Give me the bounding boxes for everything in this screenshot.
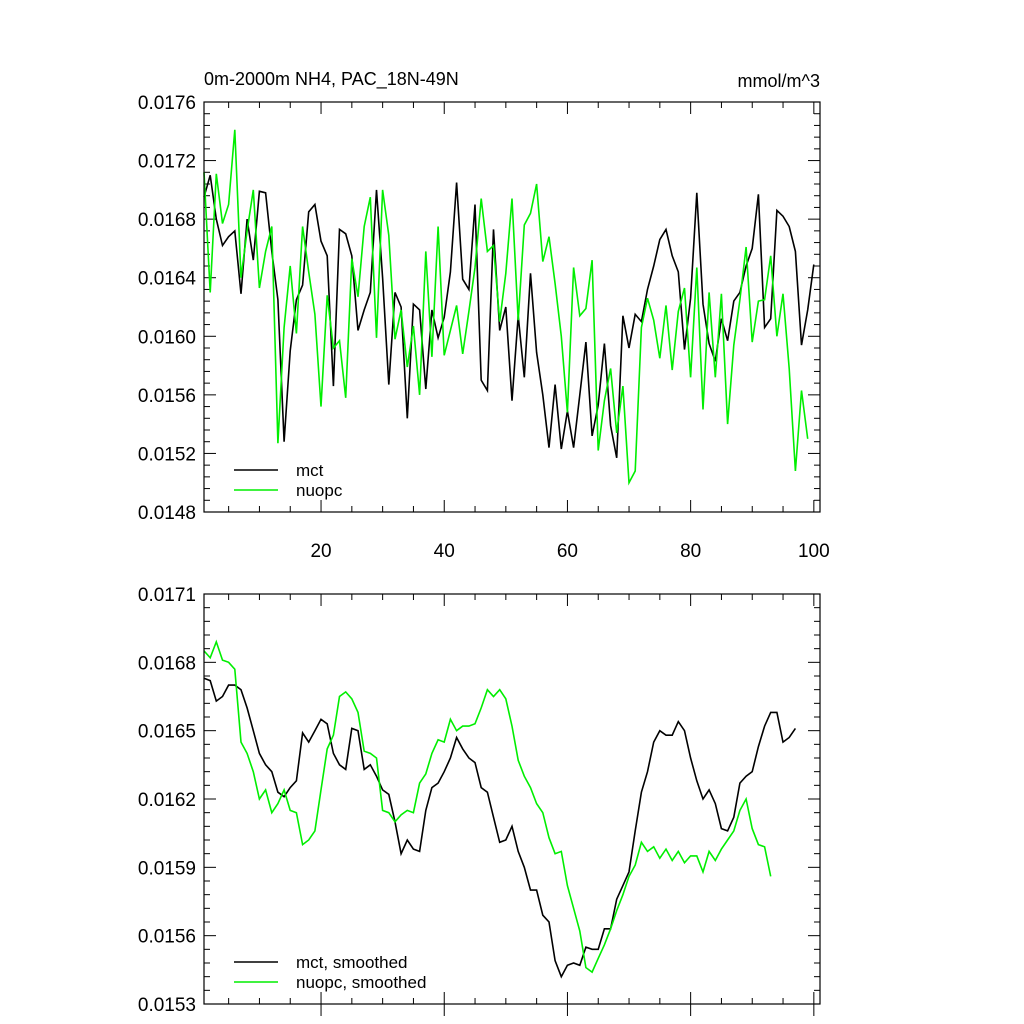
x-axis-tick-labels: 20 40 60 80 100 [310, 541, 829, 562]
axis-ticks [204, 101, 820, 513]
y-tick-label: 0.0172 [138, 152, 196, 173]
legend-label-mct: mct [296, 461, 324, 480]
y-tick-label: 0.0171 [138, 585, 196, 606]
y-tick-label: 0.0156 [138, 386, 196, 407]
y-tick-label: 0.0152 [138, 444, 196, 465]
y-tick-label: 0.0148 [138, 503, 196, 524]
y-axis-tick-labels: 0.0148 0.0152 0.0156 0.0160 0.0164 0.0168 0.01… [138, 93, 197, 524]
y-tick-label: 0.0165 [138, 722, 196, 743]
chart-panel-top: 0m-2000m NH4, PAC_18N-49N mmol/m^3 0.014… [138, 69, 830, 562]
y-tick-label: 0.0156 [138, 927, 196, 948]
chart-title: 0m-2000m NH4, PAC_18N-49N [204, 69, 459, 90]
legend: mct nuopc [234, 461, 343, 500]
x-tick-label: 80 [680, 541, 701, 562]
legend: mct, smoothed nuopc, smoothed [234, 953, 426, 992]
plot-frame [203, 101, 821, 513]
x-tick-label: 100 [798, 541, 830, 562]
units-label: mmol/m^3 [738, 71, 820, 91]
legend-label-nuopc: nuopc [296, 481, 343, 500]
data-lines [203, 639, 797, 979]
y-tick-label: 0.0168 [138, 210, 196, 231]
legend-label-nuopc-smoothed: nuopc, smoothed [296, 973, 426, 992]
x-tick-label: 60 [557, 541, 578, 562]
y-tick-label: 0.0176 [138, 93, 196, 114]
x-tick-label: 20 [310, 541, 331, 562]
y-tick-label: 0.0153 [138, 995, 196, 1016]
series-line-nuopc-smoothed [203, 639, 772, 974]
y-axis-tick-labels: 0.0153 0.0156 0.0159 0.0162 0.0165 0.0168 0.01… [138, 585, 196, 1016]
plot-frame [203, 593, 821, 1005]
y-tick-label: 0.0159 [138, 858, 196, 879]
x-tick-label: 40 [434, 541, 455, 562]
y-tick-label: 0.0164 [138, 269, 197, 290]
data-lines [203, 129, 815, 486]
y-tick-label: 0.0168 [138, 653, 196, 674]
legend-label-mct-smoothed: mct, smoothed [296, 953, 408, 972]
series-line-mct-smoothed [203, 677, 797, 979]
y-tick-label: 0.0160 [138, 327, 196, 348]
series-line-nuopc [203, 129, 809, 486]
y-tick-label: 0.0162 [138, 790, 196, 811]
chart-panel-bottom: 0.0153 0.0156 0.0159 0.0162 0.0165 0.0168 0.01… [138, 585, 821, 1016]
